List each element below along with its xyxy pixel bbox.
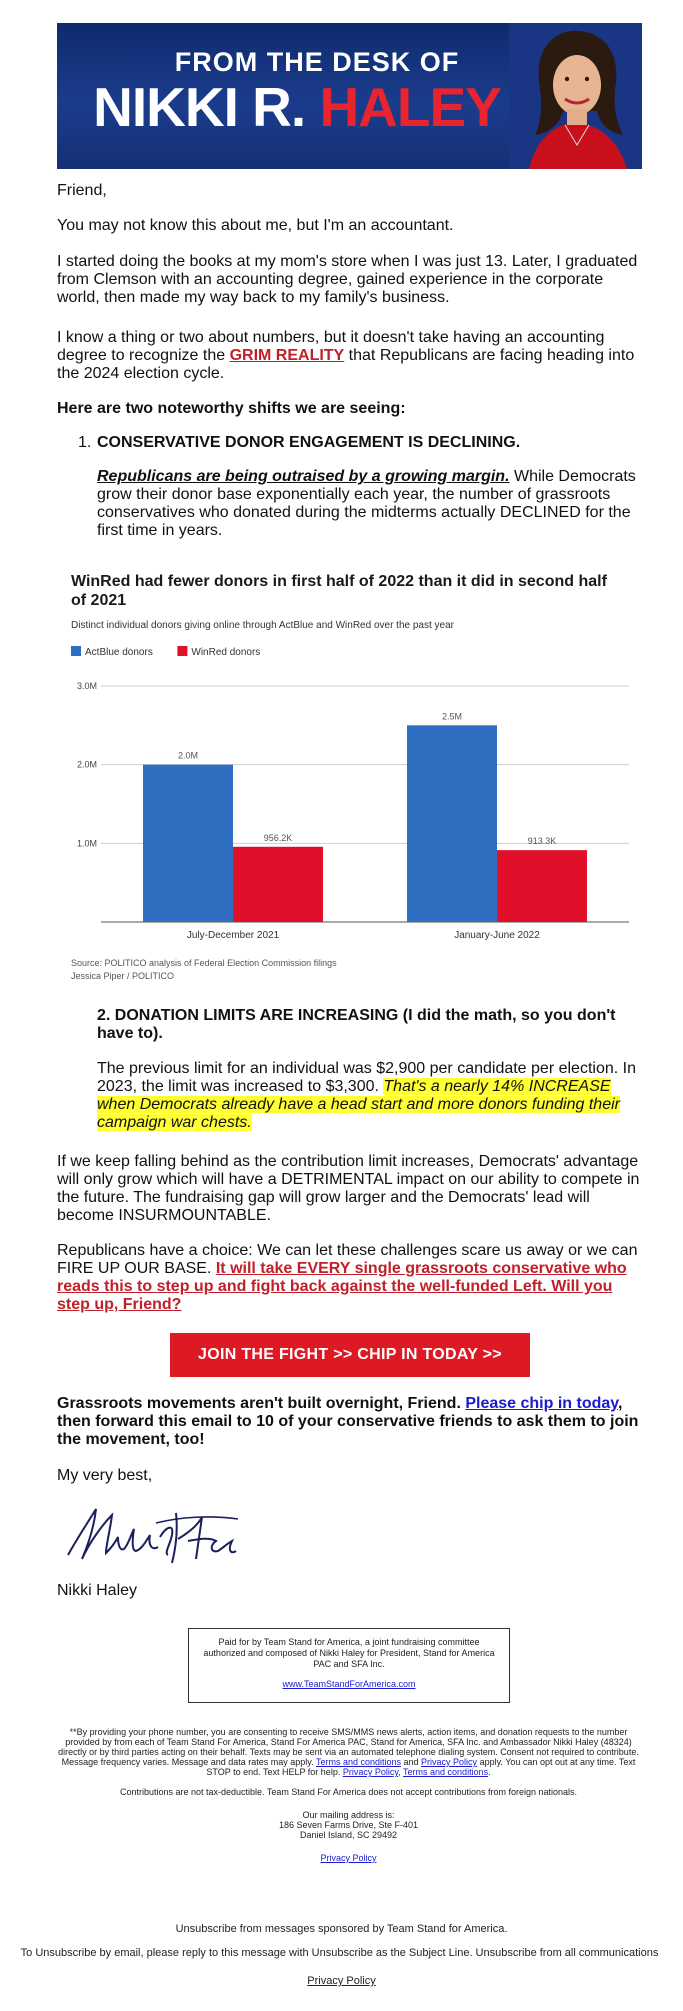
banner-from-line: FROM THE DESK OF [174, 47, 460, 77]
privacy-policy-footer: Privacy Policy [56, 1853, 641, 1863]
legend-label-1: WinRed donors [191, 647, 260, 658]
paragraph-grim-reality: I know a thing or two about numbers, but… [57, 329, 635, 382]
mailing-address-line2: Daniel Island, SC 29492 [299, 1830, 398, 1840]
item1-title: CONSERVATIVE DONOR ENGAGEMENT IS DECLINI… [97, 434, 521, 451]
paid-for-text: Paid for by Team Stand for America, a jo… [203, 1637, 495, 1669]
bar-value-label-1-0: 956.2K [264, 833, 293, 843]
paragraph-background: I started doing the books at my mom's st… [57, 253, 638, 306]
item1-text: Republicans are being outraised by a gro… [97, 468, 636, 539]
closing: My very best, [57, 1467, 153, 1484]
paid-for-box: Paid for by Team Stand for America, a jo… [188, 1628, 510, 1703]
website-link[interactable]: www.TeamStandForAmerica.com [282, 1679, 416, 1689]
privacy-link-1[interactable]: Privacy Policy [421, 1757, 478, 1767]
bar-value-label-0-1: 2.5M [442, 711, 462, 721]
grim-reality-link[interactable]: GRIM REALITY [229, 347, 345, 364]
chart-subtitle: Distinct individual donors giving online… [71, 620, 455, 631]
signature-image [67, 1508, 239, 1564]
chart-title-line-2: of 2021 [71, 592, 126, 609]
chart-title-line-1: WinRed had fewer donors in first half of… [71, 573, 608, 590]
bar-0-1 [407, 725, 497, 922]
chart-bars: 2.0M 956.2K July-December 2021 2.5M 913.3K Ja… [143, 711, 587, 941]
paragraph-grassroots: Grassroots movements aren't built overni… [57, 1395, 639, 1448]
legend-label-0: ActBlue donors [85, 647, 153, 658]
bar-value-label-1-1: 913.3K [528, 836, 557, 846]
item2-text: The previous limit for an individual was… [97, 1060, 636, 1131]
chip-in-button[interactable]: JOIN THE FIGHT >> CHIP IN TODAY >> [170, 1333, 530, 1377]
banner-name-first: NIKKI R. [93, 76, 320, 138]
item1-emphasis: Republicans are being outraised by a gro… [97, 468, 510, 485]
signature-name: Nikki Haley [57, 1582, 138, 1599]
privacy-policy-bottom: Privacy Policy [0, 1975, 683, 1987]
shifts-heading: Here are two noteworthy shifts we are se… [57, 400, 406, 417]
mailing-address-line1: 186 Seven Farms Drive, Ste F-401 [278, 1820, 419, 1830]
banner-name-last: HALEY [319, 76, 501, 138]
step-up-link[interactable]: It will take EVERY single grassroots con… [57, 1260, 627, 1313]
chart-credit: Jessica Piper / POLITICO [71, 971, 174, 981]
legend-swatch-0 [71, 646, 81, 656]
bar-value-label-0-0: 2.0M [178, 751, 198, 761]
item2-title: 2. DONATION LIMITS ARE INCREASING (I did… [97, 1007, 616, 1042]
bar-0-0 [143, 764, 233, 922]
terms-link-2[interactable]: Terms and conditions [403, 1767, 489, 1777]
banner-name: NIKKI R. HALEY [87, 75, 507, 139]
privacy-link-2[interactable]: Privacy Policy [342, 1767, 399, 1777]
privacy-policy-bottom-link[interactable]: Privacy Policy [307, 1975, 376, 1987]
y-tick-label-2: 3.0M [77, 681, 97, 691]
not-tax-deductible: Contributions are not tax-deductible. Te… [119, 1787, 578, 1797]
mailing-address-label: Our mailing address is: [302, 1810, 395, 1820]
donor-chart-svg: WinRed had fewer donors in first half of… [71, 573, 629, 981]
paragraph-detrimental: If we keep falling behind as the contrib… [57, 1153, 640, 1224]
unsubscribe-sponsored: Unsubscribe from messages sponsored by T… [175, 1923, 508, 1935]
item1-number: 1. [78, 434, 92, 451]
bar-1-0 [233, 846, 323, 922]
greeting: Friend, [57, 182, 107, 199]
chart-source: Source: POLITICO analysis of Federal Ele… [71, 958, 337, 968]
chip-in-today-link[interactable]: Please chip in today [465, 1395, 618, 1412]
paragraph-accountant: You may not know this about me, but I'm … [57, 217, 454, 234]
donor-chart: WinRed had fewer donors in first half of… [57, 556, 642, 991]
chart-legend: ActBlue donors WinRed donors [71, 646, 260, 658]
portrait-image [509, 23, 642, 169]
legend-swatch-1 [177, 646, 188, 656]
privacy-policy-link[interactable]: Privacy Policy [320, 1853, 377, 1863]
bar-1-1 [497, 850, 587, 922]
x-tick-label-1: January-June 2022 [454, 930, 540, 941]
y-tick-label-1: 2.0M [77, 760, 97, 770]
sms-disclaimer: **By providing your phone number, you ar… [58, 1727, 639, 1777]
terms-link-1[interactable]: Terms and conditions [315, 1757, 402, 1767]
header-banner: FROM THE DESK OF NIKKI R. HALEY [57, 23, 642, 169]
x-tick-label-0: July-December 2021 [187, 930, 280, 941]
unsubscribe-email-instructions[interactable]: To Unsubscribe by email, please reply to… [20, 1947, 659, 1959]
paragraph-choice: Republicans have a choice: We can let th… [57, 1242, 638, 1313]
y-tick-label-0: 1.0M [77, 838, 97, 848]
